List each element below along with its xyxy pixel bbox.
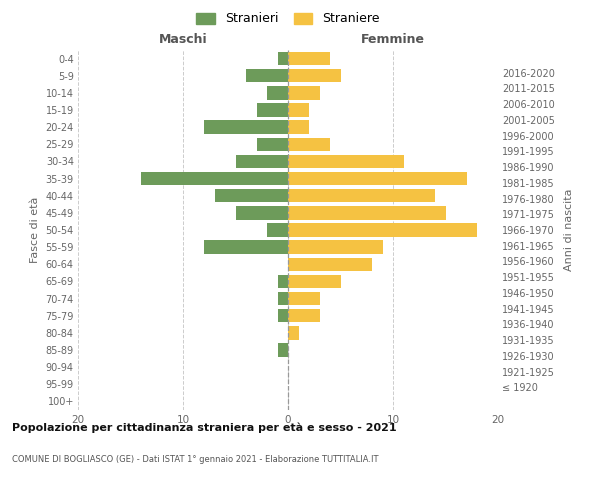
Bar [288,86,320,100]
Text: Femmine: Femmine [361,34,425,46]
Bar [277,344,288,356]
Bar [288,172,467,186]
Bar [277,52,288,66]
Bar [288,258,372,271]
Bar [235,154,288,168]
Bar [235,206,288,220]
Bar [288,240,383,254]
Bar [277,292,288,306]
Text: Popolazione per cittadinanza straniera per età e sesso - 2021: Popolazione per cittadinanza straniera p… [12,422,397,433]
Y-axis label: Fasce di età: Fasce di età [30,197,40,263]
Bar [288,69,341,82]
Bar [288,206,445,220]
Bar [277,309,288,322]
Bar [204,120,288,134]
Text: Maschi: Maschi [158,34,208,46]
Bar [267,86,288,100]
Bar [246,69,288,82]
Bar [288,309,320,322]
Bar [215,189,288,202]
Bar [288,120,309,134]
Legend: Stranieri, Straniere: Stranieri, Straniere [193,8,383,29]
Bar [288,104,309,117]
Bar [204,240,288,254]
Bar [288,326,299,340]
Bar [288,52,330,66]
Text: COMUNE DI BOGLIASCO (GE) - Dati ISTAT 1° gennaio 2021 - Elaborazione TUTTITALIA.: COMUNE DI BOGLIASCO (GE) - Dati ISTAT 1°… [12,455,379,464]
Bar [288,274,341,288]
Bar [141,172,288,186]
Bar [257,138,288,151]
Bar [288,189,435,202]
Bar [267,224,288,236]
Bar [277,274,288,288]
Bar [288,138,330,151]
Bar [257,104,288,117]
Bar [288,292,320,306]
Bar [288,154,404,168]
Bar [288,224,477,236]
Y-axis label: Anni di nascita: Anni di nascita [564,188,574,271]
